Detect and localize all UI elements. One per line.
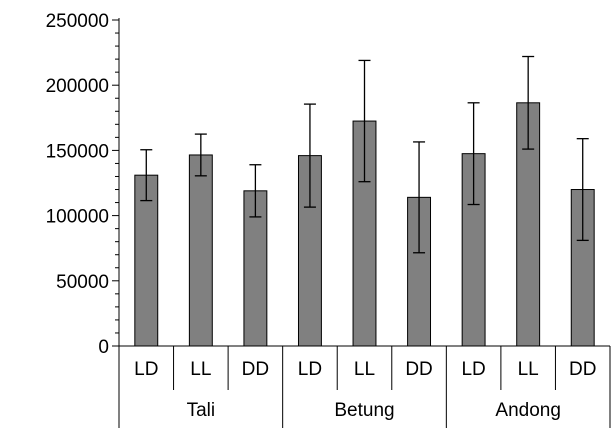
x-category-label: DD (569, 359, 596, 380)
x-group-label: Andong (495, 400, 561, 421)
x-category-label: DD (405, 359, 432, 380)
y-tick-label: 50000 (56, 272, 109, 293)
x-group-label: Tali (187, 400, 216, 421)
x-group-label: Betung (334, 400, 394, 421)
y-tick-label: 0 (98, 337, 109, 358)
x-category-label: DD (242, 359, 269, 380)
bar (188, 154, 213, 347)
x-category-label: LL (518, 359, 539, 380)
x-category-label: LD (461, 359, 485, 380)
x-category-label: LD (134, 359, 158, 380)
x-category-label: LD (298, 359, 322, 380)
y-tick-label: 100000 (46, 207, 109, 228)
y-tick-label: 250000 (46, 11, 109, 32)
x-category-label: LL (354, 359, 375, 380)
y-tick-label: 150000 (46, 141, 109, 162)
y-tick-label: 200000 (46, 76, 109, 97)
x-category-label: LL (190, 359, 211, 380)
